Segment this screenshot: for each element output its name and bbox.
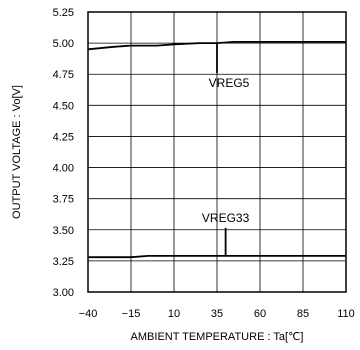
annotation-layer: VREG5 VREG33	[202, 43, 250, 256]
y-tick-label: 4.75	[53, 69, 74, 81]
x-tick-label: 35	[211, 308, 223, 320]
series-line-vreg33	[88, 254, 346, 259]
x-tick-label: −15	[122, 308, 141, 320]
annotation-label: VREG33	[202, 211, 250, 225]
y-tick-label: 3.75	[53, 194, 74, 206]
plot-frame	[87, 11, 347, 293]
x-tick-label: 60	[254, 308, 266, 320]
y-tick-label: 5.25	[53, 7, 74, 19]
annotation-label: VREG5	[209, 76, 250, 90]
y-tick-label: 4.25	[53, 131, 74, 143]
y-tick-labels: 3.00 3.25 3.50 3.75 4.00 4.25 4.50 4.75 5.00 5.25	[53, 7, 74, 299]
y-tick-label: 3.25	[53, 256, 74, 268]
y-tick-label: 5.00	[53, 38, 74, 50]
x-tick-label: −40	[79, 308, 98, 320]
y-tick-label: 3.50	[53, 225, 74, 237]
y-tick-label: 3.00	[53, 287, 74, 299]
y-tick-label: 4.50	[53, 100, 74, 112]
series-line-vreg5	[87, 41, 346, 51]
y-axis-title: OUTPUT VOLTAGE : Vo[V]	[11, 85, 23, 219]
x-tick-label: 110	[337, 308, 355, 320]
series-layer	[87, 41, 346, 259]
x-tick-labels: −40 −15 10 35 60 85 110	[79, 308, 355, 320]
x-tick-label: 10	[168, 308, 180, 320]
x-tick-label: 85	[297, 308, 309, 320]
x-axis-title: AMBIENT TEMPERATURE : Ta[℃]	[131, 331, 304, 343]
y-tick-label: 4.00	[53, 163, 74, 175]
